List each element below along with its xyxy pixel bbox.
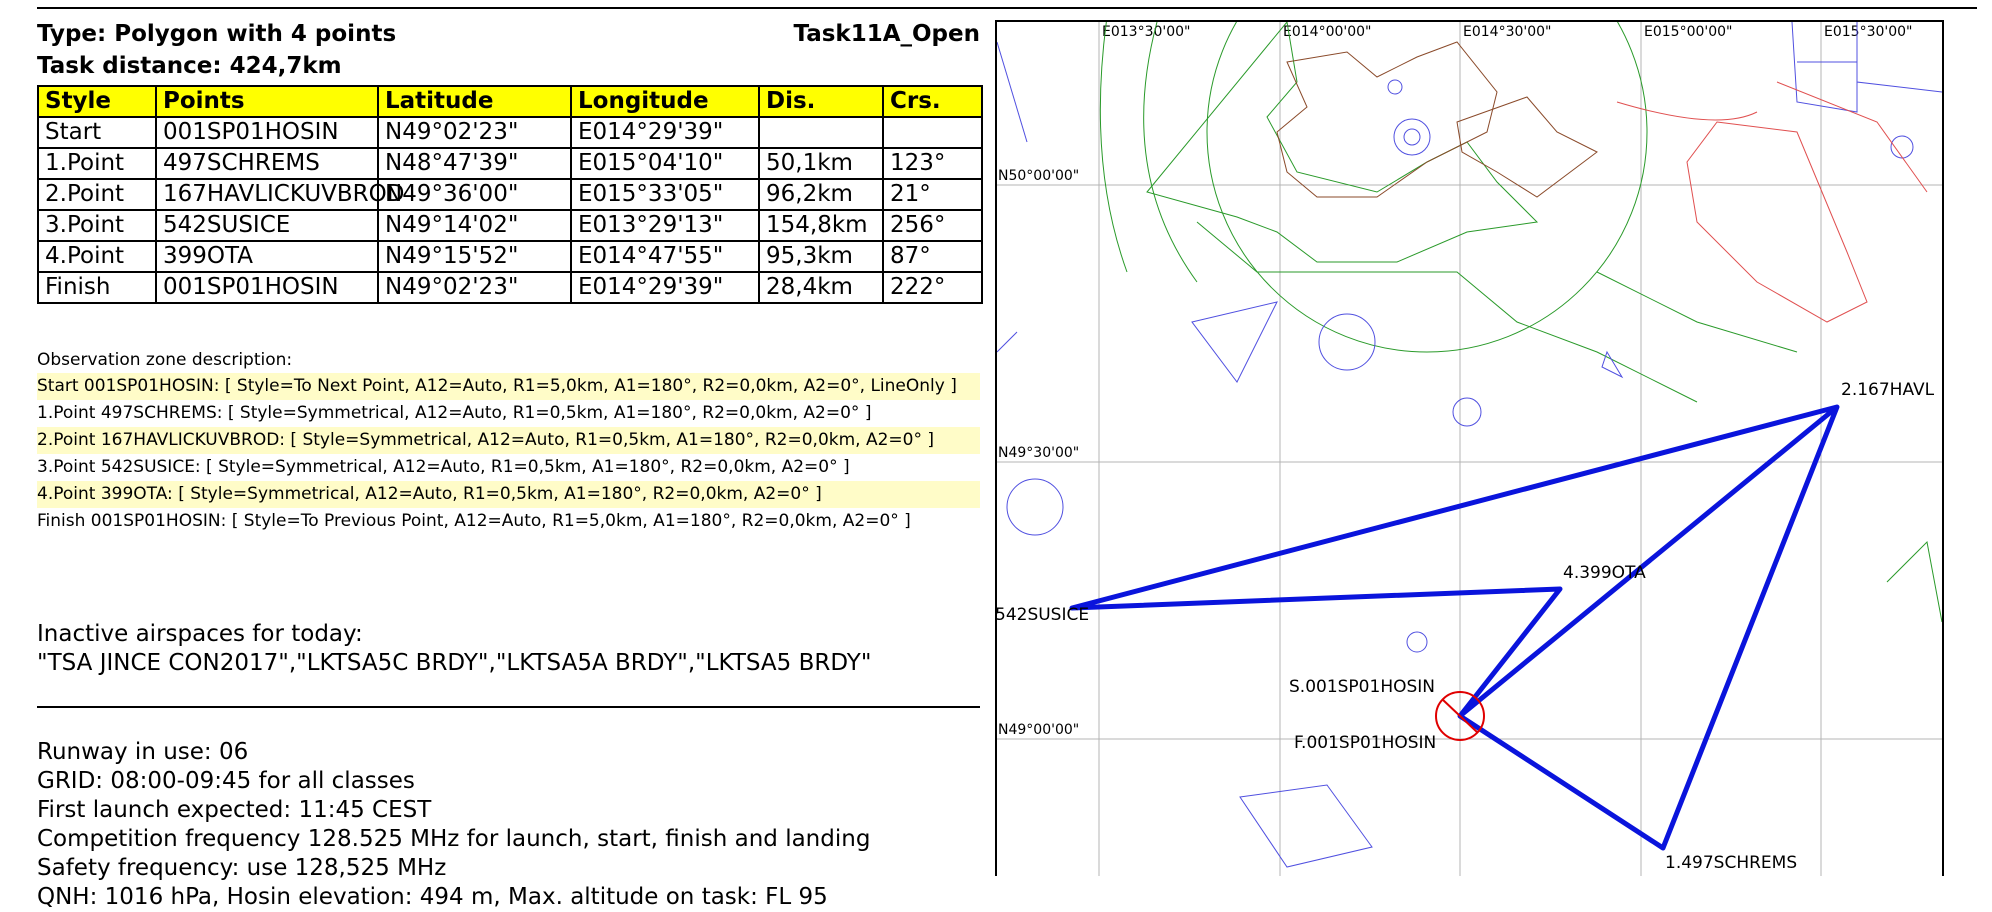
lon-label: E015°00'00" xyxy=(1644,24,1732,40)
table-row: Finish 001SP01HOSIN N49°02'23" E014°29'3… xyxy=(37,271,983,304)
task-type: Type: Polygon with 4 points xyxy=(37,21,397,47)
lon-label: E013°30'00" xyxy=(1102,24,1190,40)
lon-label: E014°00'00" xyxy=(1283,24,1371,40)
cell-latitude: N49°02'23" xyxy=(377,116,572,149)
note-runway: Runway in use: 06 xyxy=(37,739,249,765)
cell-style: Start xyxy=(37,116,157,149)
map-grid xyxy=(997,22,1942,876)
table-header-row: Style Points Latitude Longitude Dis. Crs… xyxy=(37,85,983,118)
cell-longitude: E015°33'05" xyxy=(570,178,760,211)
cell-point: 497SCHREMS xyxy=(155,147,379,180)
cell-latitude: N49°36'00" xyxy=(377,178,572,211)
cell-course: 21° xyxy=(882,178,983,211)
lon-label: E014°30'00" xyxy=(1463,24,1551,40)
cell-course: 87° xyxy=(882,240,983,273)
waypoint-label-finish: F.001SP01HOSIN xyxy=(1294,733,1436,753)
start-finish-zone xyxy=(1435,691,1485,741)
inactive-airspaces: Inactive airspaces for today: "TSA JINCE… xyxy=(37,620,871,678)
lat-label: N49°30'00" xyxy=(998,445,1079,461)
cell-distance: 96,2km xyxy=(758,178,884,211)
waypoint-label-ota: 4.399OTA xyxy=(1563,563,1646,583)
cell-latitude: N49°14'02" xyxy=(377,209,572,242)
cell-style: Finish xyxy=(37,271,157,304)
observation-zone-title: Observation zone description: xyxy=(37,350,293,370)
cell-point: 001SP01HOSIN xyxy=(155,116,379,149)
lon-label: E015°30'00" xyxy=(1824,24,1912,40)
cell-point: 167HAVLICKUVBROD xyxy=(155,178,404,211)
inactive-airspaces-title: Inactive airspaces for today: xyxy=(37,621,363,647)
header-rule xyxy=(37,7,1977,9)
cell-point: 001SP01HOSIN xyxy=(155,271,379,304)
cell-style: 2.Point xyxy=(37,178,157,211)
cell-point: 399OTA xyxy=(155,240,379,273)
cell-longitude: E014°29'39" xyxy=(570,116,760,149)
waypoint-label-susice: 542SUSICE xyxy=(997,605,1089,625)
cell-longitude: E014°47'55" xyxy=(570,240,760,273)
note-safety-frequency: Safety frequency: use 128,525 MHz xyxy=(37,855,447,881)
col-header-distance: Dis. xyxy=(758,85,884,118)
oz-line-point-2: 2.Point 167HAVLICKUVBROD: [ Style=Symmet… xyxy=(37,427,980,454)
task-distance: Task distance: 424,7km xyxy=(37,53,342,79)
cell-style: 3.Point xyxy=(37,209,157,242)
cell-distance xyxy=(758,116,884,149)
cell-latitude: N49°02'23" xyxy=(377,271,572,304)
oz-line-finish: Finish 001SP01HOSIN: [ Style=To Previous… xyxy=(37,511,911,531)
cell-style: 4.Point xyxy=(37,240,157,273)
section-divider xyxy=(37,706,980,708)
col-header-points: Points xyxy=(155,85,379,118)
table-row: 1.Point 497SCHREMS N48°47'39" E015°04'10… xyxy=(37,147,983,180)
note-qnh: QNH: 1016 hPa, Hosin elevation: 494 m, M… xyxy=(37,884,828,910)
oz-line-start: Start 001SP01HOSIN: [ Style=To Next Poin… xyxy=(37,373,980,400)
cell-longitude: E013°29'13" xyxy=(570,209,760,242)
cell-point: 542SUSICE xyxy=(155,209,379,242)
inactive-airspaces-list: "TSA JINCE CON2017","LKTSA5C BRDY","LKTS… xyxy=(37,650,872,676)
table-row: 3.Point 542SUSICE N49°14'02" E013°29'13"… xyxy=(37,209,983,242)
col-header-course: Crs. xyxy=(882,85,983,118)
airspace-layer xyxy=(997,22,1942,868)
note-grid: GRID: 08:00-09:45 for all classes xyxy=(37,768,415,794)
cell-distance: 95,3km xyxy=(758,240,884,273)
oz-line-point-3: 3.Point 542SUSICE: [ Style=Symmetrical, … xyxy=(37,457,850,477)
waypoint-label-havlickuv: 2.167HAVL xyxy=(1841,380,1935,400)
cell-course xyxy=(882,116,983,149)
cell-latitude: N48°47'39" xyxy=(377,147,572,180)
cell-longitude: E015°04'10" xyxy=(570,147,760,180)
table-row: Start 001SP01HOSIN N49°02'23" E014°29'39… xyxy=(37,116,983,149)
table-row: 4.Point 399OTA N49°15'52" E014°47'55" 95… xyxy=(37,240,983,273)
col-header-style: Style xyxy=(37,85,157,118)
cell-distance: 154,8km xyxy=(758,209,884,242)
cell-course: 123° xyxy=(882,147,983,180)
col-header-longitude: Longitude xyxy=(570,85,760,118)
cell-style: 1.Point xyxy=(37,147,157,180)
task-name: Task11A_Open xyxy=(793,21,980,47)
table-row: 2.Point 167HAVLICKUVBROD N49°36'00" E015… xyxy=(37,178,983,211)
note-first-launch: First launch expected: 11:45 CEST xyxy=(37,797,432,823)
cell-course: 222° xyxy=(882,271,983,304)
task-map: E013°30'00" E014°00'00" E014°30'00" E015… xyxy=(995,20,1944,876)
task-route xyxy=(1069,404,1840,851)
waypoint-label-start: S.001SP01HOSIN xyxy=(1289,677,1435,697)
task-map-svg: E013°30'00" E014°00'00" E014°30'00" E015… xyxy=(997,22,1942,876)
col-header-latitude: Latitude xyxy=(377,85,572,118)
cell-distance: 28,4km xyxy=(758,271,884,304)
observation-zone-section: Observation zone description: Start 001S… xyxy=(37,347,980,535)
note-competition-frequency: Competition frequency 128.525 MHz for la… xyxy=(37,826,871,852)
briefing-notes: Runway in use: 06 GRID: 08:00-09:45 for … xyxy=(37,738,870,912)
lat-label: N50°00'00" xyxy=(998,168,1079,184)
waypoint-label-schrems: 1.497SCHREMS xyxy=(1665,853,1797,873)
lat-label: N49°00'00" xyxy=(998,722,1079,738)
turnpoint-table: Style Points Latitude Longitude Dis. Crs… xyxy=(37,85,983,304)
cell-longitude: E014°29'39" xyxy=(570,271,760,304)
oz-line-point-1: 1.Point 497SCHREMS: [ Style=Symmetrical,… xyxy=(37,403,872,423)
cell-distance: 50,1km xyxy=(758,147,884,180)
cell-latitude: N49°15'52" xyxy=(377,240,572,273)
oz-line-point-4: 4.Point 399OTA: [ Style=Symmetrical, A12… xyxy=(37,481,980,508)
cell-course: 256° xyxy=(882,209,983,242)
